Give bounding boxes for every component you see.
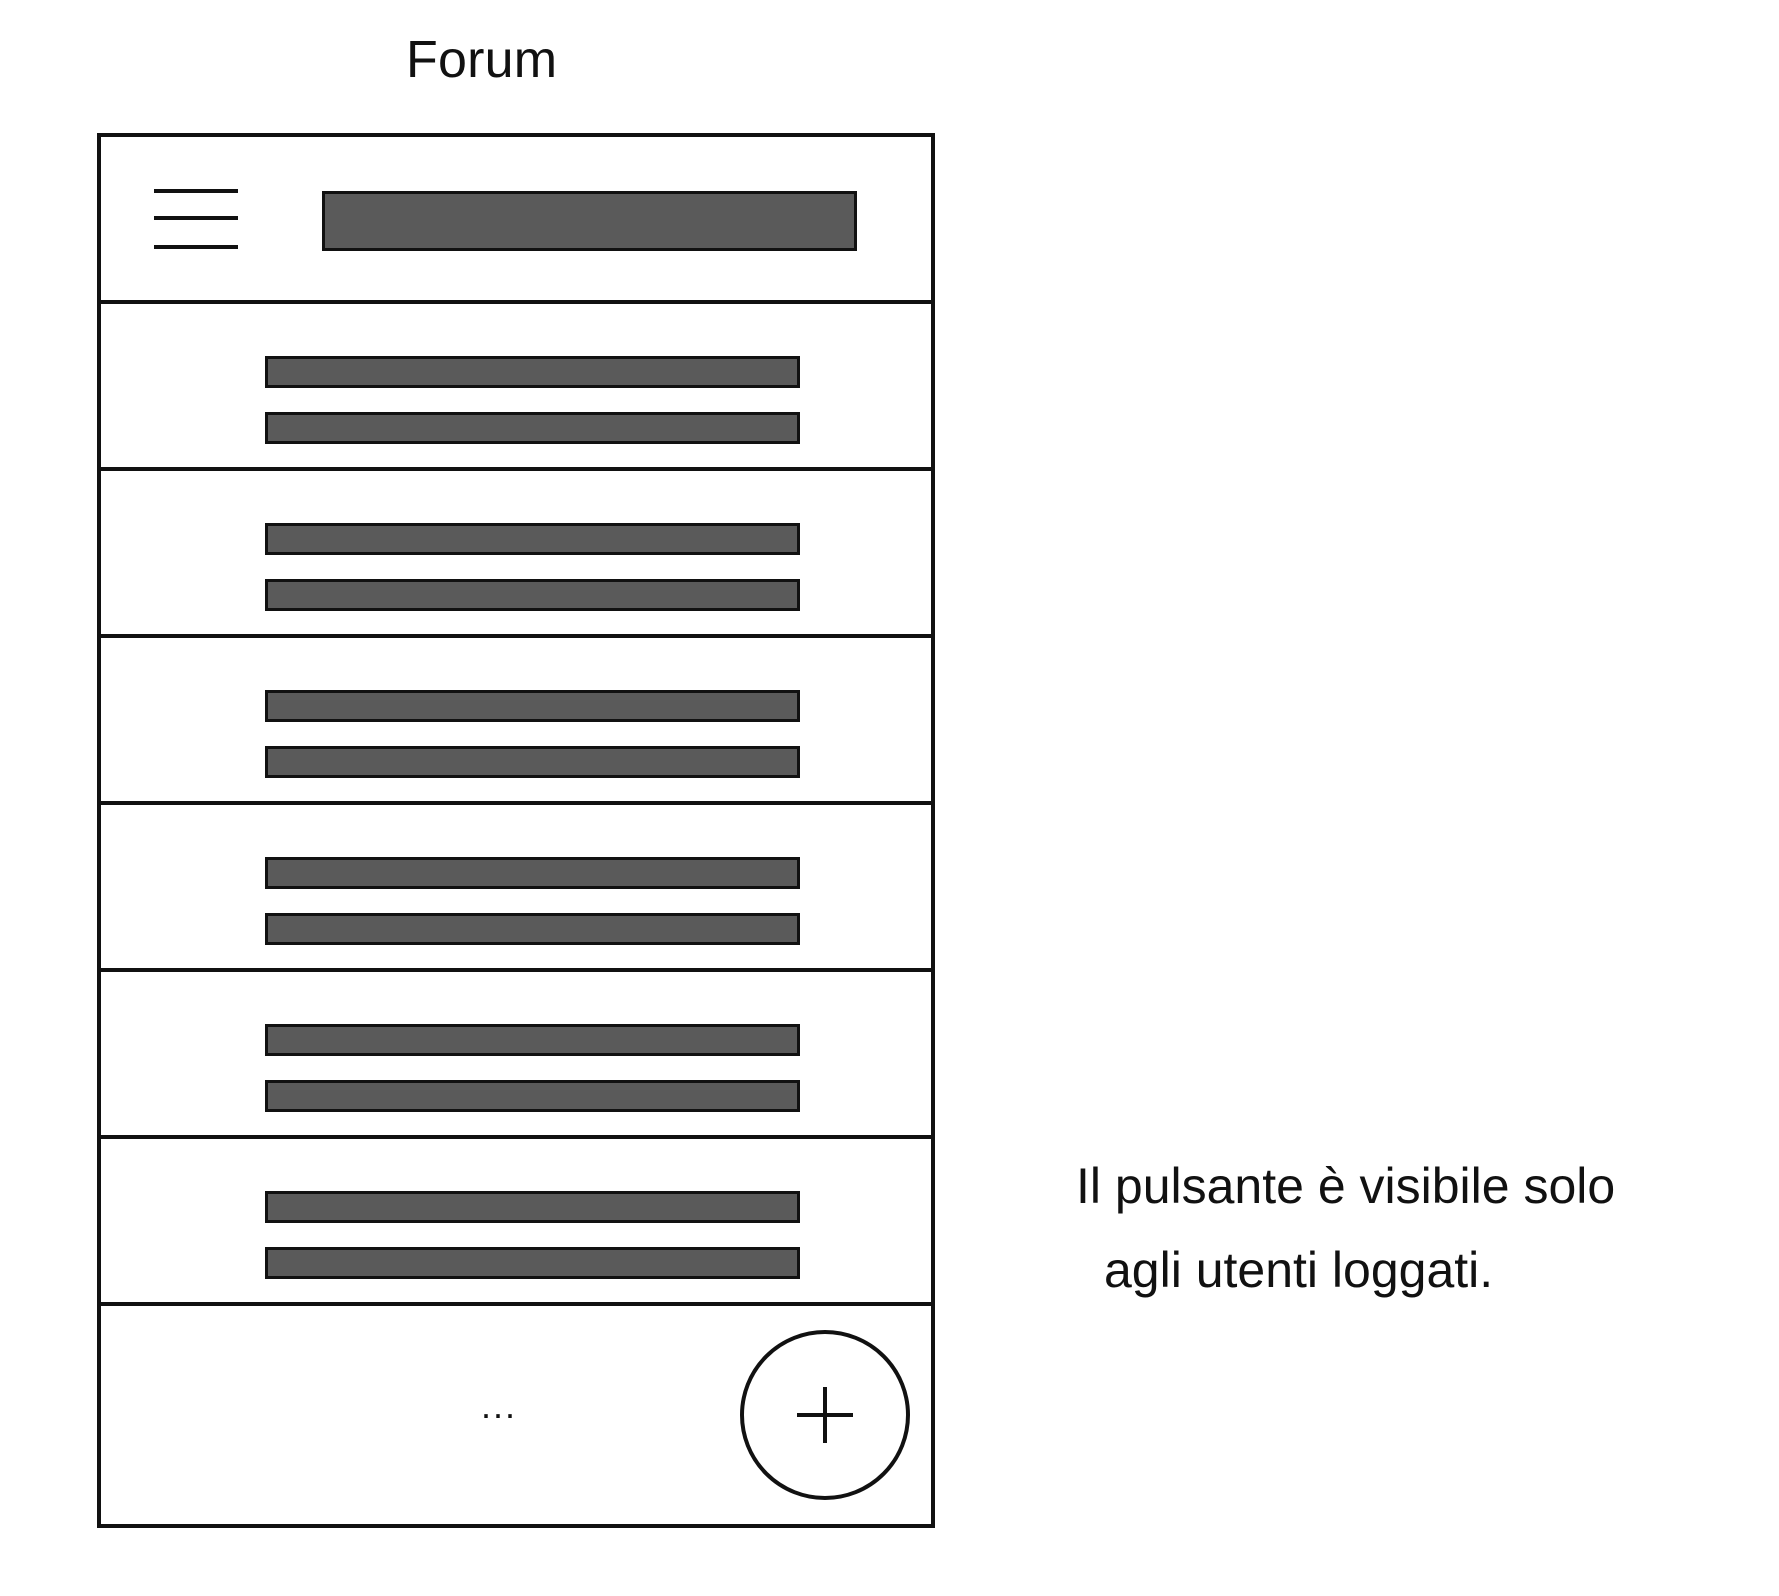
thread-meta-placeholder <box>265 1080 800 1112</box>
thread-list <box>101 304 931 1306</box>
hamburger-menu-icon[interactable] <box>154 189 238 249</box>
page-title: Forum <box>406 31 558 89</box>
more-items-indicator[interactable]: ... <box>481 1385 518 1426</box>
list-item[interactable] <box>101 805 931 972</box>
list-item[interactable] <box>101 972 931 1139</box>
thread-title-placeholder <box>265 1191 800 1223</box>
app-header <box>101 137 931 304</box>
thread-meta-placeholder <box>265 746 800 778</box>
add-thread-button[interactable] <box>740 1330 910 1500</box>
plus-icon <box>797 1387 853 1443</box>
annotation-line-2: agli utenti loggati. <box>1104 1242 1494 1298</box>
thread-meta-placeholder <box>265 579 800 611</box>
list-item[interactable] <box>101 304 931 471</box>
annotation-line-1: Il pulsante è visibile solo <box>1076 1158 1616 1214</box>
mobile-wireframe: ... <box>97 133 935 1528</box>
thread-title-placeholder <box>265 1024 800 1056</box>
thread-title-placeholder <box>265 523 800 555</box>
thread-title-placeholder <box>265 857 800 889</box>
header-title-placeholder <box>322 191 857 251</box>
annotation-note: Il pulsante è visibile solo agli utenti … <box>1076 1144 1615 1312</box>
thread-title-placeholder <box>265 356 800 388</box>
thread-meta-placeholder <box>265 1247 800 1279</box>
list-item[interactable] <box>101 471 931 638</box>
thread-meta-placeholder <box>265 412 800 444</box>
list-footer: ... <box>101 1306 931 1524</box>
list-item[interactable] <box>101 638 931 805</box>
list-item[interactable] <box>101 1139 931 1306</box>
thread-meta-placeholder <box>265 913 800 945</box>
thread-title-placeholder <box>265 690 800 722</box>
